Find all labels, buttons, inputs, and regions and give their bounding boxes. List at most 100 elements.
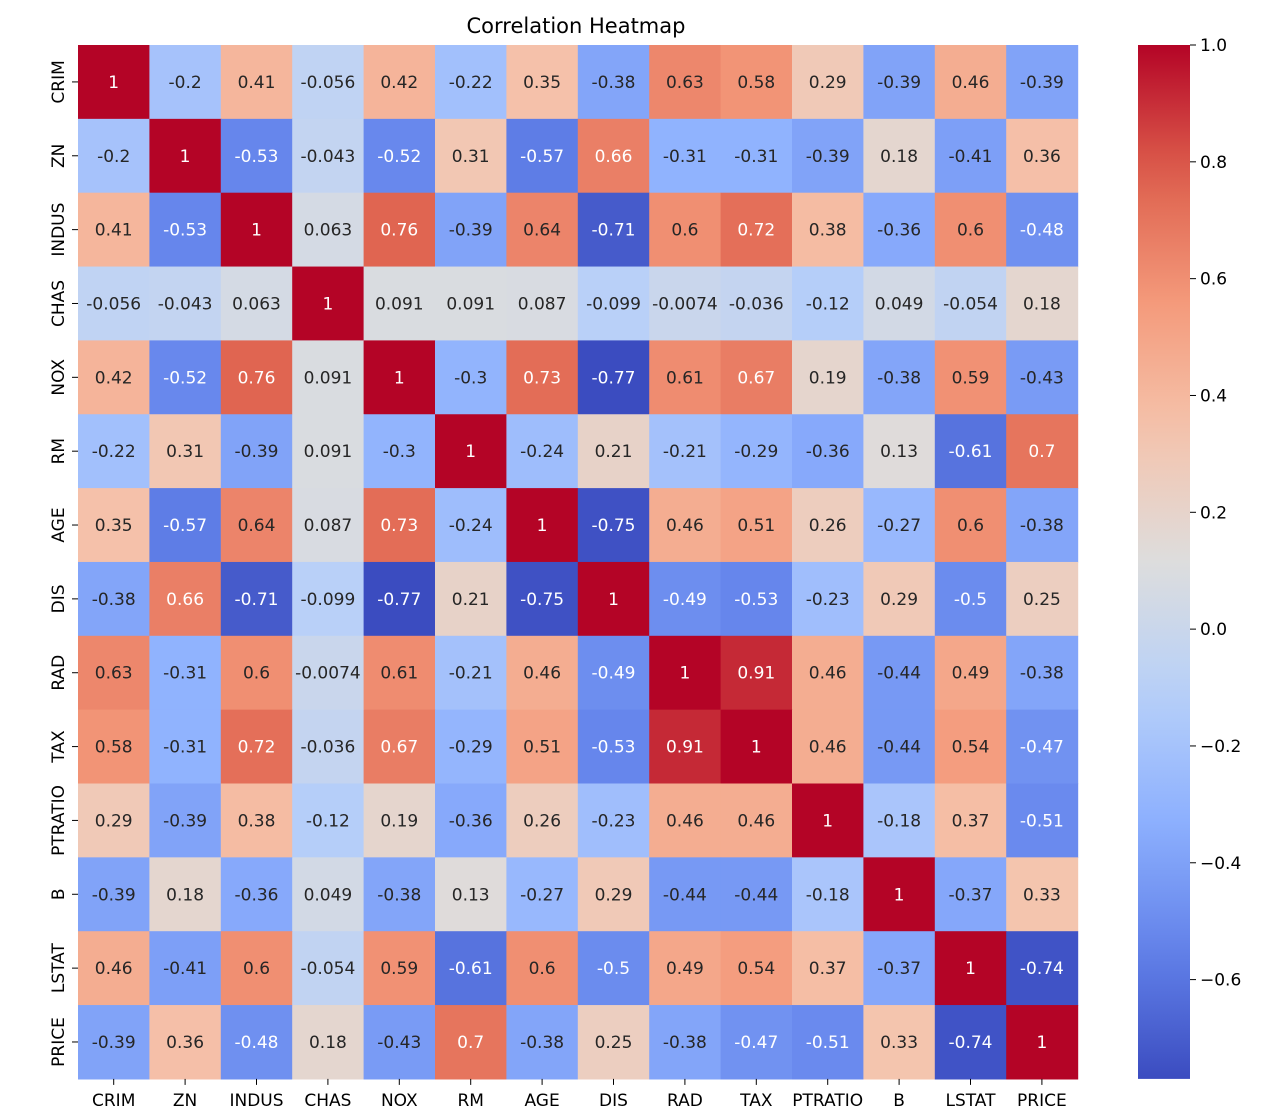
heatmap-cell xyxy=(149,635,222,711)
heatmap-cell xyxy=(720,561,793,637)
cell-annotation: -0.24 xyxy=(520,442,564,462)
cell-annotation: 1 xyxy=(679,664,690,684)
cell-annotation: 0.46 xyxy=(95,959,133,979)
colorbar-gradient xyxy=(1138,45,1190,1079)
cell-annotation: -0.3 xyxy=(454,368,487,388)
cell-annotation: -0.18 xyxy=(806,885,850,905)
x-tick-label: INDUS xyxy=(229,1091,283,1111)
cell-annotation: -0.2 xyxy=(97,147,130,167)
cell-annotation: 0.063 xyxy=(304,221,353,241)
heatmap-cell xyxy=(1006,783,1079,858)
cell-annotation: -0.47 xyxy=(734,1033,778,1053)
x-tick-label: CHAS xyxy=(304,1091,351,1111)
heatmap-cell xyxy=(792,1005,864,1080)
cell-annotation: 1 xyxy=(608,590,619,610)
heatmap-cell xyxy=(292,45,365,120)
cell-annotation: -0.49 xyxy=(663,590,707,610)
heatmap-cell xyxy=(863,857,936,932)
cell-annotation: 0.087 xyxy=(304,516,353,536)
x-tick-label: CRIM xyxy=(92,1091,135,1111)
x-tick-label: B xyxy=(893,1091,905,1111)
cell-annotation: 0.091 xyxy=(446,294,495,314)
heatmap-cell xyxy=(78,931,150,1006)
heatmap-cell xyxy=(292,1005,365,1080)
cell-annotation: -0.75 xyxy=(520,590,564,610)
cell-annotation: -0.31 xyxy=(663,147,707,167)
heatmap-cell xyxy=(220,340,293,415)
heatmap-cell xyxy=(149,266,222,341)
cell-annotation: 1 xyxy=(537,516,548,536)
heatmap-cell xyxy=(1006,192,1079,268)
heatmap-cell xyxy=(863,635,936,711)
cell-annotation: 0.6 xyxy=(671,221,698,241)
cell-annotation: 0.091 xyxy=(375,294,424,314)
cell-annotation: -0.44 xyxy=(877,738,921,758)
x-tick-label: PRICE xyxy=(1017,1091,1067,1111)
heatmap-cell xyxy=(934,783,1007,858)
cell-annotation: -0.38 xyxy=(377,885,421,905)
colorbar-tick-label: 0.0 xyxy=(1200,620,1227,640)
cell-annotation: 1 xyxy=(822,811,833,831)
cell-annotation: 0.61 xyxy=(380,664,418,684)
cell-annotation: 0.19 xyxy=(809,368,847,388)
heatmap-cell xyxy=(649,118,722,194)
cell-annotation: 0.13 xyxy=(452,885,490,905)
heatmap-cell xyxy=(220,192,293,268)
cell-annotation: -0.099 xyxy=(586,294,641,314)
heatmap-cell xyxy=(792,45,864,120)
heatmap-cell xyxy=(220,488,293,563)
x-tick-label: DIS xyxy=(599,1091,628,1111)
heatmap-cell xyxy=(220,931,293,1006)
cell-annotation: -0.39 xyxy=(449,221,493,241)
heatmap-cell xyxy=(506,192,579,268)
heatmap-cell xyxy=(792,414,864,489)
heatmap-cell xyxy=(78,709,150,785)
cell-annotation: -0.29 xyxy=(734,442,778,462)
cell-annotation: -0.37 xyxy=(949,885,993,905)
heatmap-cell xyxy=(863,783,936,858)
cell-annotation: 0.51 xyxy=(523,738,561,758)
heatmap-cell xyxy=(220,857,293,932)
heatmap-cell xyxy=(649,192,722,268)
heatmap-cell xyxy=(863,931,936,1006)
cell-annotation: 0.64 xyxy=(523,221,561,241)
heatmap-cell xyxy=(506,266,579,341)
heatmap-cell xyxy=(78,192,150,268)
cell-annotation: -0.31 xyxy=(163,664,207,684)
heatmap-cell xyxy=(363,709,436,785)
heatmap-cell xyxy=(506,635,579,711)
cell-annotation: 1 xyxy=(394,368,405,388)
heatmap-cell xyxy=(363,931,436,1006)
cell-annotation: -0.44 xyxy=(734,885,778,905)
cell-annotation: 0.63 xyxy=(666,73,704,93)
heatmap-cell xyxy=(577,561,650,637)
cell-annotation: -0.41 xyxy=(163,959,207,979)
cell-annotation: 0.61 xyxy=(666,368,704,388)
cell-annotation: 0.66 xyxy=(595,147,633,167)
heatmap-cell xyxy=(149,414,222,489)
cell-annotation: -0.043 xyxy=(300,147,355,167)
cell-annotation: 1 xyxy=(180,147,191,167)
y-tick-label: B xyxy=(49,888,69,900)
heatmap-cell xyxy=(435,857,507,932)
heatmap-cell xyxy=(363,561,436,637)
cell-annotation: -0.5 xyxy=(954,590,987,610)
cell-annotation: -0.36 xyxy=(806,442,850,462)
cell-annotation: -0.37 xyxy=(877,959,921,979)
heatmap-cell xyxy=(577,45,650,120)
cell-annotation: -0.43 xyxy=(1020,368,1064,388)
heatmap-cell xyxy=(292,266,365,341)
cell-annotation: 0.6 xyxy=(957,516,984,536)
heatmap-cell xyxy=(577,1005,650,1080)
cell-annotation: 0.049 xyxy=(875,294,924,314)
cell-annotation: 1 xyxy=(251,221,262,241)
heatmap-cell xyxy=(78,414,150,489)
cell-annotation: 0.54 xyxy=(737,959,775,979)
cell-annotation: 0.37 xyxy=(952,811,990,831)
heatmap-cell xyxy=(435,266,507,341)
cell-annotation: 0.7 xyxy=(1028,442,1055,462)
cell-annotation: 1 xyxy=(465,442,476,462)
y-tick-label: AGE xyxy=(49,507,69,542)
heatmap-cell xyxy=(220,635,293,711)
cell-annotation: -0.36 xyxy=(449,811,493,831)
